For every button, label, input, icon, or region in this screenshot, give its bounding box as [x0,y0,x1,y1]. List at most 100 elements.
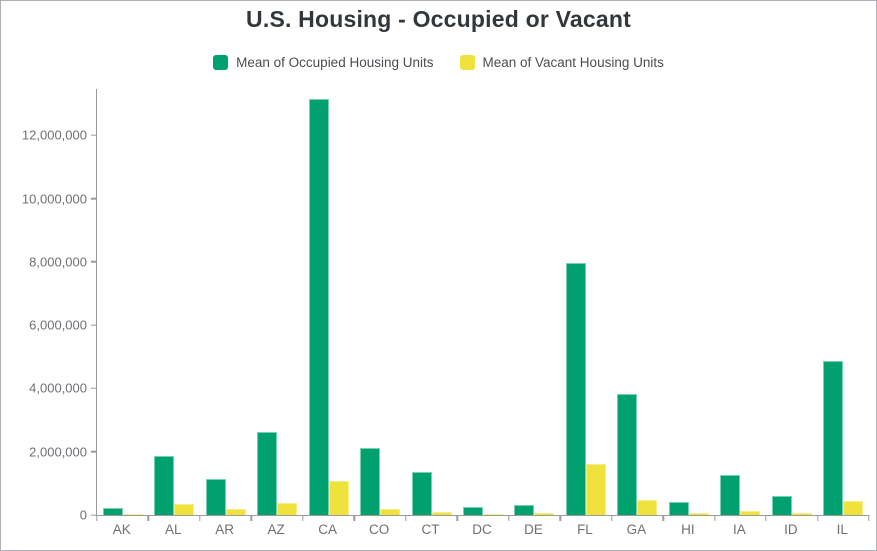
occupied-bar-ga[interactable] [617,394,638,515]
x-label-ct: CT [421,522,440,537]
x-label-hi: HI [681,522,695,537]
x-tick-mark [250,515,253,521]
occupied-bar-ar[interactable] [205,479,226,515]
legend-swatch-occupied-icon [213,55,229,70]
bar-group-az [251,89,302,515]
x-label-dc: DC [472,522,492,537]
bar-pair [463,506,504,515]
y-tick-label: 2,000,000 [29,444,87,460]
vacant-bar-ak[interactable] [122,513,143,515]
occupied-bar-id[interactable] [771,496,792,515]
vacant-bar-fl[interactable] [585,464,606,515]
bar-group-ga [612,89,663,515]
bar-pair [205,479,246,515]
x-tick-mark [662,515,664,521]
x-label-ia: IA [732,522,746,537]
occupied-bar-al[interactable] [154,456,175,515]
x-tick-mark [199,515,201,521]
bar-group-ct [406,89,457,515]
vacant-bar-ia[interactable] [740,510,761,515]
x-tick-mark [559,515,561,521]
vacant-bar-co[interactable] [380,509,401,515]
bar-pair [617,394,658,515]
bar-group-ak [97,89,148,515]
vacant-bar-ga[interactable] [637,500,658,515]
x-label-ar: AR [215,522,235,537]
bar-pair [720,475,761,515]
bar-group-ca [303,89,354,515]
bar-pair [771,496,812,515]
x-tick-mark [96,515,98,521]
legend-item-occupied[interactable]: Mean of Occupied Housing Units [213,55,434,70]
y-tick-mark [91,387,97,390]
vacant-bar-ct[interactable] [431,512,452,515]
y-tick-label: 4,000,000 [29,380,87,396]
y-tick-mark [91,324,97,326]
bar-pair [668,501,709,515]
bar-group-dc [457,89,508,515]
y-tick-mark [91,451,97,453]
vacant-bar-al[interactable] [174,503,195,515]
vacant-bar-ca[interactable] [328,480,349,515]
occupied-bar-ct[interactable] [411,472,432,515]
occupied-bar-dc[interactable] [463,506,484,515]
occupied-bar-hi[interactable] [668,501,689,515]
y-tick-mark [91,134,97,136]
x-tick-mark [147,515,150,521]
x-axis-labels: AK AL AR AZ CA CO CT DC DE FL GA HI IA ID IL [96,522,868,537]
legend-item-vacant[interactable]: Mean of Vacant Housing Units [459,55,664,70]
x-tick-mark [816,515,819,521]
bar-pair [154,456,195,515]
occupied-bar-fl[interactable] [565,263,586,515]
legend-label-vacant: Mean of Vacant Housing Units [482,55,664,70]
x-label-ga: GA [626,522,647,537]
x-label-de: DE [524,522,543,537]
bar-group-fl [560,89,611,515]
vacant-bar-hi[interactable] [688,513,709,515]
x-tick-mark [405,515,407,521]
bar-group-id [766,89,817,515]
y-tick-label: 10,000,000 [21,191,87,207]
vacant-bar-il[interactable] [843,501,864,515]
bar-pair [823,360,864,515]
bar-pair [514,504,555,515]
x-label-id: ID [784,522,798,537]
occupied-bar-de[interactable] [514,504,535,515]
x-label-co: CO [368,522,390,537]
x-tick-mark [456,515,458,521]
occupied-bar-co[interactable] [360,448,381,515]
x-label-il: IL [836,522,848,537]
occupied-bar-ak[interactable] [102,508,123,515]
y-tick-label: 12,000,000 [21,127,87,143]
bar-pair [308,98,349,515]
x-tick-mark [868,515,870,521]
x-tick-mark [508,515,510,521]
x-tick-mark [713,515,716,521]
occupied-bar-il[interactable] [823,360,844,515]
y-tick-label: 8,000,000 [29,254,87,270]
x-label-ca: CA [318,522,337,537]
bar-group-al [148,89,199,515]
y-tick-label: 0 [79,507,87,523]
x-tick-mark [353,515,356,521]
occupied-bar-az[interactable] [257,431,278,515]
x-tick-mark [610,515,613,521]
bar-pair [411,472,452,515]
y-tick-mark [91,514,97,516]
occupied-bar-ca[interactable] [308,98,329,515]
vacant-bar-de[interactable] [534,513,555,515]
occupied-bar-ia[interactable] [720,475,741,515]
chart-title: U.S. Housing - Occupied or Vacant [246,6,631,32]
x-tick-mark [302,515,304,521]
bar-group-il [818,89,869,515]
vacant-bar-ar[interactable] [225,509,246,515]
vacant-bar-dc[interactable] [483,514,504,515]
bar-pair [257,431,298,515]
vacant-bar-id[interactable] [791,512,812,515]
y-tick-mark [91,261,97,263]
vacant-bar-az[interactable] [277,503,298,515]
bar-group-ia [715,89,766,515]
legend-swatch-vacant-icon [459,55,475,70]
x-label-ak: AK [112,522,131,537]
